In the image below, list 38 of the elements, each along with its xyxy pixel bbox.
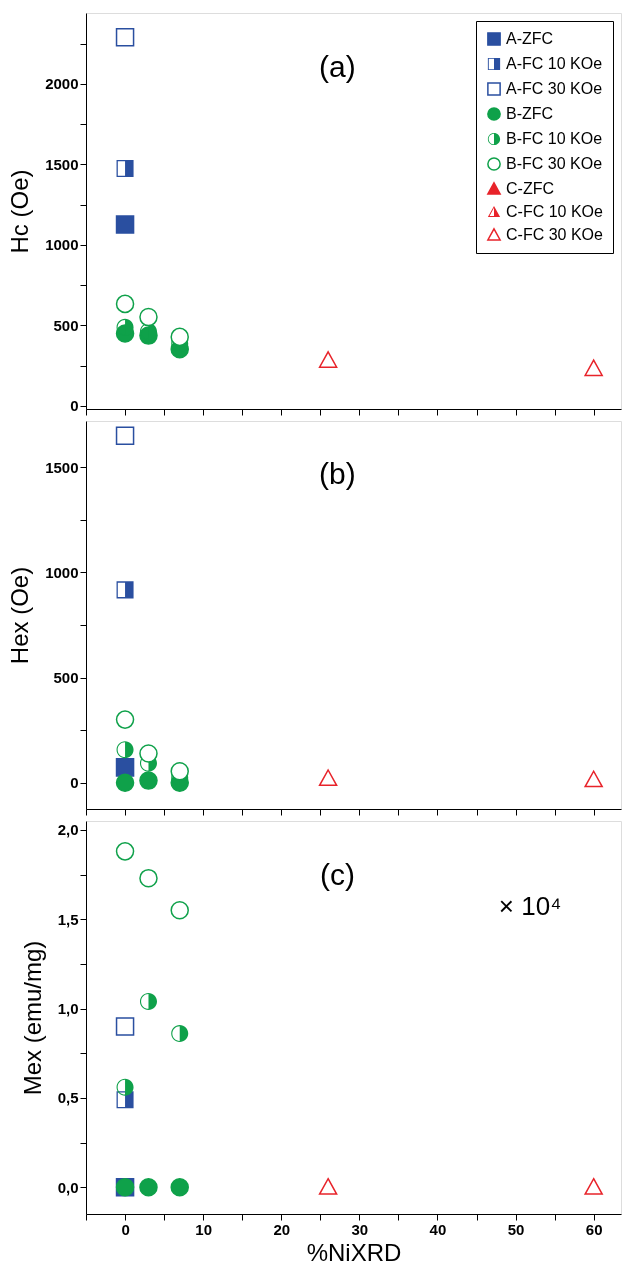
x-tick-label: 60 (585, 1220, 603, 1238)
y-axis-title: Hc (Oe) (6, 169, 34, 254)
annotation: × 10⁴ (498, 891, 562, 922)
annotation: (c) (319, 858, 355, 892)
legend-label: B-FC 10 KOe (506, 130, 603, 147)
y-tick-label: 500 (53, 669, 79, 687)
y-tick-label: 1,0 (57, 1000, 79, 1018)
x-tick-label: 0 (121, 1220, 130, 1238)
x-tick-label: 20 (273, 1220, 291, 1238)
y-tick-label: 1500 (45, 458, 79, 476)
y-tick-label: 2000 (45, 75, 79, 93)
x-tick-label: 30 (351, 1220, 369, 1238)
y-axis-title: Hex (Oe) (6, 566, 34, 665)
y-tick-label: 1500 (45, 155, 79, 173)
x-tick-label: 40 (429, 1220, 447, 1238)
annotation: (a) (319, 50, 356, 84)
y-tick-label: 0 (70, 774, 79, 792)
legend-label: A-FC 30 KOe (506, 80, 603, 97)
y-axis-title: Mex (emu/mg) (18, 940, 46, 1096)
legend-label: B-FC 30 KOe (506, 155, 603, 172)
y-tick-label: 1000 (45, 563, 79, 581)
legend-label: C-FC 10 KOe (506, 203, 604, 220)
legend-label: B-ZFC (506, 105, 554, 122)
x-tick-label: 10 (195, 1220, 212, 1238)
x-axis-title: %NiXRD (306, 1238, 402, 1266)
y-tick-label: 1000 (45, 236, 79, 254)
y-tick-label: 0,0 (57, 1178, 79, 1196)
y-tick-label: 2,0 (57, 821, 79, 839)
legend-label: A-ZFC (506, 30, 554, 47)
y-tick-label: 500 (53, 316, 79, 334)
legend-label: C-FC 30 KOe (506, 226, 604, 243)
x-tick-label: 50 (507, 1220, 525, 1238)
y-tick-label: 0 (70, 397, 79, 415)
y-tick-label: 1,5 (57, 910, 79, 928)
y-tick-label: 0,5 (57, 1089, 79, 1107)
legend-label: C-ZFC (506, 180, 554, 197)
annotation: (b) (319, 457, 356, 491)
legend-label: A-FC 10 KOe (506, 55, 603, 72)
